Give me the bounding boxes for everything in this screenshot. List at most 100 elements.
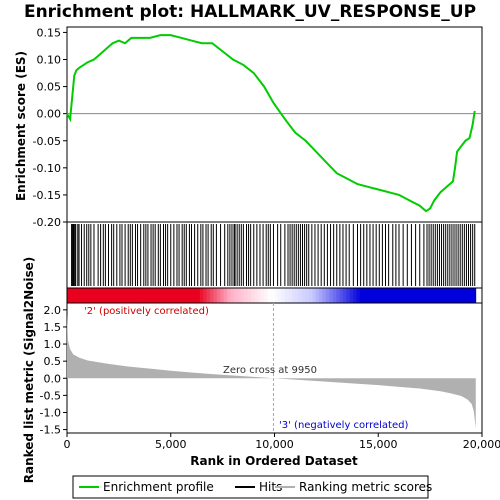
es-y-tick-label: -0.10 (33, 162, 61, 175)
color-bar-segment (308, 288, 313, 303)
color-bar-segment (67, 288, 71, 303)
metric-y-tick-label: -1.5 (40, 424, 61, 437)
metric-y-axis: 2.0 1.5 1.0 0.5 0.0 -0.5 -1.0 -1.5 (40, 304, 67, 437)
color-bar-segment (339, 288, 344, 303)
color-bar-segment (257, 288, 262, 303)
color-bar-segment (152, 288, 156, 303)
color-bar-segment (325, 288, 330, 303)
hit-marks (71, 224, 476, 286)
color-bar-segment (445, 288, 449, 303)
es-y-axis: 0.15 0.10 0.05 0.00 -0.05 -0.10 -0.15 -0.20 (33, 26, 67, 229)
color-bar-segment (138, 288, 143, 303)
color-bar-segment (411, 288, 415, 303)
color-bar-segment (107, 288, 112, 303)
color-bar-segment (145, 288, 150, 303)
es-y-tick-label: 0.00 (37, 108, 62, 121)
color-bar-segment (291, 288, 296, 303)
color-bar-segment (383, 288, 388, 303)
color-bar-segment (278, 288, 283, 303)
legend-item-enrichment-profile: Enrichment profile (79, 480, 214, 494)
color-bar-segment (179, 288, 184, 303)
color-bar-segment (431, 288, 436, 303)
color-bar-segment (462, 288, 466, 303)
color-bar-segment (250, 288, 255, 303)
es-panel-frame (66, 26, 483, 223)
color-bar-segment (135, 288, 139, 303)
color-bar-segment (182, 288, 187, 303)
color-bar-segment (121, 288, 126, 303)
color-bar-segment (407, 288, 412, 303)
color-bar-segment (124, 288, 129, 303)
color-bar-segment (329, 288, 334, 303)
legend-item-ranking-metric-scores: Ranking metric scores (275, 480, 432, 494)
color-bar-segment (451, 288, 456, 303)
color-bar-segment (373, 288, 378, 303)
color-bar-segment (165, 288, 170, 303)
color-bar-segment (271, 288, 276, 303)
color-bar-segment (114, 288, 119, 303)
x-axis: 0 5,000 10,000 15,000 20,000 (64, 433, 500, 451)
color-bar-segment (441, 288, 446, 303)
color-bar-segment (400, 288, 405, 303)
color-bar-segment (267, 288, 272, 303)
legend-label-hits: Hits (259, 480, 282, 494)
color-bar-segment (148, 288, 153, 303)
metric-y-tick-label: -1.0 (40, 406, 61, 419)
x-tick-label: 5,000 (155, 438, 187, 451)
color-bar-segment (155, 288, 160, 303)
color-bar-segment (240, 288, 245, 303)
zero-cross-annotation: Zero cross at 9950 (223, 365, 317, 376)
color-bar-segment (346, 288, 351, 303)
color-bar-segment (298, 288, 303, 303)
color-bar-segment (274, 288, 279, 303)
x-axis-label: Rank in Ordered Dataset (190, 454, 358, 468)
es-profile-line (66, 34, 476, 213)
color-bar-segment (390, 288, 395, 303)
color-bar-segment (254, 288, 259, 303)
color-bar-segment (322, 288, 327, 303)
color-bar-segment (141, 288, 146, 303)
color-bar-segment (196, 288, 201, 303)
color-bar-segment (288, 288, 293, 303)
positive-correlation-label: '2' (positively correlated) (84, 306, 209, 317)
color-bar-segment (414, 288, 419, 303)
color-bar-segment (394, 288, 398, 303)
color-bar-segment (359, 288, 364, 303)
color-bar-segment (199, 288, 204, 303)
es-y-axis-label: Enrichment score (ES) (14, 51, 28, 201)
color-bar-segment (438, 288, 443, 303)
es-y-tick-label: 0.05 (37, 81, 62, 94)
color-bar-segment (111, 288, 116, 303)
color-bar-segment (230, 288, 235, 303)
color-bar-segment (210, 288, 214, 303)
color-bar-segment (455, 288, 460, 303)
color-bar-segment (97, 288, 102, 303)
color-bar-segment (472, 288, 477, 303)
color-bar-segment (80, 288, 85, 303)
color-bar-segment (281, 288, 286, 303)
color-bar-segment (233, 288, 238, 303)
es-y-tick-label: 0.10 (37, 54, 62, 67)
metric-y-tick-label: 1.5 (44, 321, 62, 334)
color-bar-segment (227, 288, 231, 303)
color-bar-segment (342, 288, 347, 303)
x-tick-label: 15,000 (359, 438, 398, 451)
chart-title: Enrichment plot: HALLMARK_UV_RESPONSE_UP (24, 2, 476, 22)
color-bar-segment (349, 288, 354, 303)
color-bar-segment (237, 288, 242, 303)
color-bar-segment (305, 288, 310, 303)
color-bar-segment (387, 288, 392, 303)
metric-y-tick-label: -0.5 (40, 389, 61, 402)
color-bar-segment (206, 288, 211, 303)
color-bar-segment (458, 288, 463, 303)
x-tick-label: 20,000 (463, 438, 500, 451)
negative-correlation-label: '3' (negatively correlated) (279, 420, 408, 431)
color-bar-segment (376, 288, 381, 303)
es-y-tick-label: -0.05 (33, 135, 61, 148)
es-y-tick-label: -0.20 (33, 216, 61, 229)
color-bar-segment (118, 288, 122, 303)
color-bar-segment (302, 288, 306, 303)
color-bar-segment (176, 288, 180, 303)
color-bar-segment (94, 288, 99, 303)
